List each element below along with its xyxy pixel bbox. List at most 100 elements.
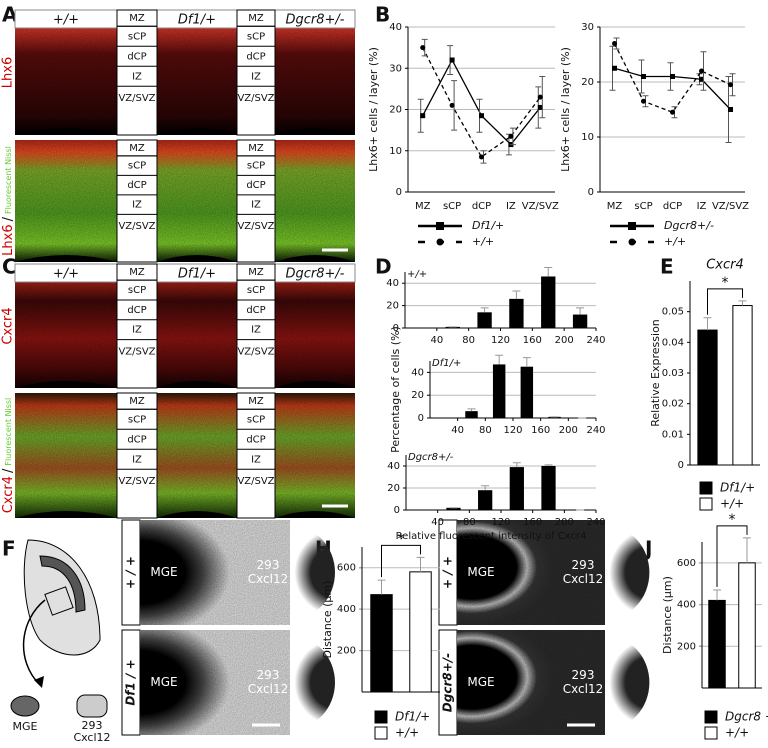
x-tick-label: sCP <box>443 201 461 212</box>
ventricle <box>275 511 355 518</box>
y-tick-label: 20 <box>387 483 400 494</box>
layer-label: sCP <box>128 161 146 172</box>
error-bar <box>512 462 521 468</box>
marker <box>537 94 543 100</box>
panel-label: E <box>660 255 674 279</box>
legend-label: Dgcr8+/- <box>664 219 714 232</box>
x-tick-label: 80 <box>463 517 476 528</box>
layer-label: VZ/SVZ <box>118 346 155 357</box>
bar <box>572 314 588 328</box>
legend-marker <box>628 238 636 246</box>
x-tick-label: 160 <box>523 335 542 346</box>
stain-label: Lhx6 / Fluorescent Nissl <box>1 146 16 256</box>
genotype-label: Df1/+ <box>178 13 216 28</box>
error-bar <box>512 290 521 299</box>
x-tick-label: dCP <box>472 201 491 212</box>
layer-label: IZ <box>251 454 261 465</box>
explant-label: MGE <box>13 720 38 733</box>
legend-label: +/+ <box>725 726 749 740</box>
x-tick-label: 40 <box>430 335 443 346</box>
x-tick-label: 240 <box>586 517 605 528</box>
y-tick-label: 40 <box>387 461 400 472</box>
legend-swatch <box>699 481 713 495</box>
layer-column <box>116 9 158 136</box>
cell-label: 293 <box>257 668 280 682</box>
layer-label: VZ/SVZ <box>237 476 274 487</box>
y-tick-label: 600 <box>677 558 696 569</box>
ventricle <box>157 255 237 262</box>
legend-label: Df1/+ <box>472 219 504 232</box>
row-label: Dgcr8+/- <box>441 653 455 712</box>
x-tick-label: IZ <box>697 201 707 212</box>
significance-bracket <box>707 288 743 315</box>
marker <box>420 45 426 51</box>
significance-bracket <box>381 544 421 578</box>
y-tick-label: 20 <box>581 77 594 88</box>
y-axis-label: Lhx6+ cells / layer (%) <box>559 47 572 172</box>
bar <box>477 312 492 328</box>
chart-title: Cxcr4 <box>706 258 744 273</box>
y-axis-label: Distance (μm) <box>321 581 334 659</box>
layer-label: dCP <box>127 305 146 316</box>
significance-bracket <box>716 525 748 587</box>
error-bar <box>738 300 747 306</box>
x-tick-label: 120 <box>491 517 510 528</box>
y-tick-label: 10 <box>581 132 594 143</box>
bar <box>541 276 556 328</box>
x-tick-label: 200 <box>555 335 574 346</box>
layer-label: sCP <box>247 31 265 42</box>
genotype-label: Dgcr8+/- <box>286 267 345 282</box>
legend-label: Df1/+ <box>395 710 430 724</box>
cell-aggregate <box>560 525 650 620</box>
marker <box>508 133 514 139</box>
x-tick-label: 80 <box>479 425 492 436</box>
brain-diagram <box>10 539 108 718</box>
y-tick-label: 0 <box>588 187 594 198</box>
micrograph-texture <box>15 10 117 135</box>
legend-marker <box>436 238 444 246</box>
legend-swatch <box>704 710 718 724</box>
y-tick-label: 400 <box>337 604 356 615</box>
ventricle <box>275 381 355 388</box>
ventricle <box>15 381 117 388</box>
micrograph-texture <box>157 10 237 135</box>
bar <box>478 490 493 510</box>
legend-swatch <box>374 726 388 740</box>
y-tick-label: 20 <box>386 301 399 312</box>
legend-label: Dgcr8 +/- <box>725 710 768 724</box>
panel-label: B <box>375 3 390 27</box>
legend-label: +/+ <box>472 235 494 248</box>
bar <box>708 599 726 689</box>
y-tick-label: 20 <box>411 390 424 401</box>
cell-label: 293 <box>572 668 595 682</box>
layer-label: MZ <box>248 396 264 407</box>
significance-label: * <box>722 275 729 291</box>
legend-label: +/+ <box>664 235 686 248</box>
series-line <box>613 43 731 114</box>
bar <box>492 364 506 418</box>
bar <box>509 298 524 328</box>
layer-column <box>116 139 158 263</box>
marker <box>449 102 455 108</box>
marker <box>479 113 484 119</box>
error-bar <box>743 537 751 563</box>
x-tick-label: 200 <box>555 517 574 528</box>
legend-marker <box>628 222 636 230</box>
layer-label: sCP <box>128 414 146 425</box>
y-tick-label: 200 <box>677 641 696 652</box>
chart-title: Df1/+ <box>432 358 461 369</box>
x-tick-label: 120 <box>491 335 510 346</box>
stain-name: Lhx6 <box>1 224 16 255</box>
y-tick-label: 0 <box>393 323 399 334</box>
cell-aggregate <box>560 635 650 730</box>
x-tick-label: 40 <box>431 517 444 528</box>
bar <box>446 507 461 510</box>
genotype-label: +/+ <box>53 13 79 28</box>
x-tick-label: 160 <box>531 425 550 436</box>
bar <box>520 366 534 418</box>
y-tick-label: 40 <box>386 278 399 289</box>
y-tick-label: 0.04 <box>662 337 684 348</box>
bar <box>697 329 718 466</box>
x-axis-label: Relative fluorescent intensity of Cxcr4 <box>396 531 587 542</box>
y-tick-label: 0.01 <box>662 429 684 440</box>
